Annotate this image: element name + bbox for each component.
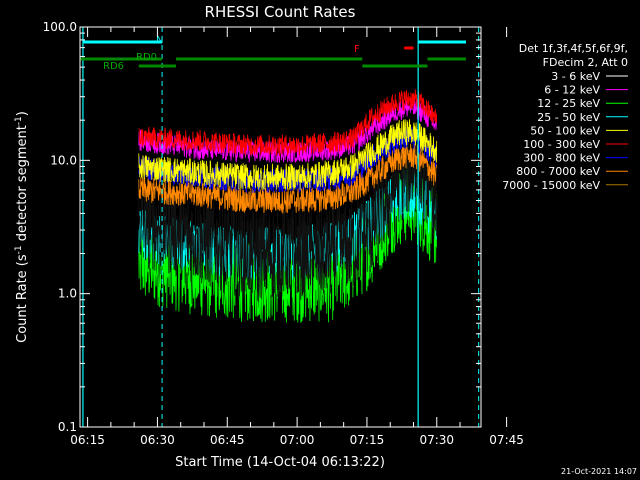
plot-frame [79,26,482,428]
x-tick-label: 07:45 [489,433,524,447]
y-axis-label: Count Rate (s-1 detector segment-1) [14,111,30,343]
legend-entry-label: 6 - 12 keV [544,84,600,97]
chart-title: RHESSI Count Rates [205,3,356,21]
legend-entry-label: 300 - 800 keV [523,152,600,165]
legend-header-line2: FDecim 2, Att 0 [543,56,628,69]
night-label: N [156,35,163,46]
y-axis: 0.1 1.0 10.0 100.0 [43,20,481,434]
legend-entry-label: 100 - 300 keV [523,138,600,151]
x-tick-label: 07:30 [419,433,454,447]
legend-entry-label: 800 - 7000 keV [516,165,600,178]
series-line [138,123,438,300]
series-group [138,89,438,323]
y-tick-label: 100.0 [43,20,77,34]
series-line [138,89,438,157]
x-tick-label: 06:30 [140,433,175,447]
overlay-group: N RD0 RD6 F [80,27,480,427]
series-line [138,119,438,191]
legend-header-line1: Det 1f,3f,4f,5f,6f,9f, [519,42,628,55]
x-tick-label: 06:15 [70,433,105,447]
legend-entry-label: 50 - 100 keV [530,124,600,137]
x-tick-label: 06:45 [210,433,245,447]
legend-entry-label: 3 - 6 keV [551,70,600,83]
rd0-label: RD0 [136,52,157,63]
x-tick-label: 07:15 [350,433,385,447]
series-line [138,142,438,214]
x-tick-label: 07:00 [280,433,315,447]
legend-entry-label: 12 - 25 keV [537,97,600,110]
rd6-label: RD6 [103,61,124,72]
legend-entry-label: 25 - 50 keV [537,111,600,124]
x-axis: 06:15 06:30 06:45 07:00 07:15 07:30 07:45 [70,27,524,447]
y-tick-label: 1.0 [58,287,77,301]
y-tick-label: 10.0 [50,153,77,167]
flare-label: F [354,44,360,55]
legend-entry-label: 7000 - 15000 keV [502,179,600,192]
footer-date: 21-Oct-2021 14:07 [561,467,637,476]
x-axis-label: Start Time (14-Oct-04 06:13:22) [175,455,385,470]
y-tick-label: 0.1 [58,420,77,434]
